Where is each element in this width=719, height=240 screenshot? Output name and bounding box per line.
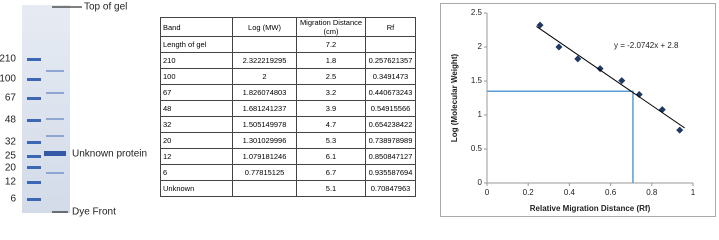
- page: Top of gel Unknown protein Dye Front Log…: [0, 1, 716, 218]
- table-row: 100 2 2.5 0.3491473: [160, 68, 416, 85]
- table-cell: 0.54915566: [365, 100, 416, 117]
- point: [555, 43, 563, 51]
- ladder-label: 6: [10, 194, 16, 205]
- table-cell: [232, 180, 297, 197]
- table-cell: Band: [160, 17, 233, 37]
- table-row: 32 1.505149978 4.7 0.654238422: [160, 116, 416, 133]
- ladder-label: 100: [0, 74, 16, 85]
- table-cell: 0.3491473: [365, 68, 416, 85]
- table-cell: Length of gel: [160, 36, 233, 53]
- table-cell: 0.738978989: [365, 132, 416, 149]
- point: [536, 21, 544, 29]
- ladder-label: 210: [0, 54, 16, 65]
- table-cell: 67: [160, 84, 233, 101]
- table-cell: 0.70847963: [365, 180, 416, 197]
- figure: Top of gel Unknown protein Dye Front Log…: [0, 2, 716, 218]
- table-row: 6 0.77815125 6.7 0.935587694: [160, 164, 416, 181]
- gel-annotation: Dye Front: [72, 207, 116, 218]
- ladder-label: 12: [5, 177, 17, 188]
- table-cell: 1.826074803: [232, 84, 297, 101]
- y-axis-label: Log (Molecular Weight): [450, 54, 459, 143]
- point: [635, 91, 643, 99]
- table-cell: 0.440673243: [365, 84, 416, 101]
- ladder-bands: [27, 58, 41, 201]
- table-cell: 1.505149978: [232, 116, 297, 133]
- table-cell: 100: [160, 68, 233, 85]
- ladder-label: 48: [5, 115, 17, 126]
- gel: [22, 5, 70, 213]
- table-cell: 1.8: [296, 52, 366, 69]
- table-cell: Migration Distance (cm): [296, 17, 366, 37]
- x-axis-label: Relative Migration Distance (Rf): [530, 204, 651, 213]
- table-cell: 0.654238422: [365, 116, 416, 133]
- table-cell: 1.301029996: [232, 132, 297, 149]
- table-cell: 0.850847127: [365, 148, 416, 165]
- x-tick-label: 0.6: [605, 188, 617, 197]
- table-cell: 6.1: [296, 148, 366, 165]
- table-cell: 3.9: [296, 100, 366, 117]
- table-cell: 1.079181246: [232, 148, 297, 165]
- x-tick-label: 0: [485, 188, 490, 197]
- table-cell: 7.2: [296, 36, 366, 53]
- point: [574, 55, 582, 63]
- table-cell: Log (MW): [232, 17, 297, 37]
- x-tick-label: 0.2: [523, 188, 535, 197]
- table-cell: 6.7: [296, 164, 366, 181]
- ladder-label: 25: [5, 151, 17, 162]
- table-cell: 0.935587694: [365, 164, 416, 181]
- trendline-label: y = -2.0742x + 2.8: [614, 41, 679, 50]
- table-cell: [232, 36, 297, 53]
- table-row: 12 1.079181246 6.1 0.850847127: [160, 148, 416, 165]
- y-tick-label: 2: [478, 42, 483, 51]
- table-row: 210 2.322219295 1.8 0.257621357: [160, 52, 416, 69]
- y-tick-label: 0: [478, 178, 483, 187]
- guide-line: [487, 90, 634, 183]
- table-cell: 6: [160, 164, 233, 181]
- ladder-label: 20: [5, 163, 17, 174]
- gel-annotation: Top of gel: [84, 2, 127, 13]
- point: [676, 126, 684, 134]
- gel-annotation: Unknown protein: [72, 149, 147, 160]
- x-tick-label: 0.4: [564, 188, 576, 197]
- table-cell: Rf: [365, 17, 416, 37]
- table-row: 48 1.681241237 3.9 0.54915566: [160, 100, 416, 117]
- data-table: Band Log (MW) Migration Distance (cm) Rf Len…: [160, 17, 416, 197]
- y-tick-label: 2.5: [471, 8, 483, 17]
- table-cell: [365, 36, 416, 53]
- table-row: Band Log (MW) Migration Distance (cm) Rf: [160, 17, 416, 37]
- y-tick-label: 1: [478, 110, 483, 119]
- table-cell: 3.2: [296, 84, 366, 101]
- chart-frame: [440, 3, 716, 217]
- table-cell: 210: [160, 52, 233, 69]
- table-cell: 4.7: [296, 116, 366, 133]
- x-tick-label: 1: [691, 188, 696, 197]
- table-cell: 2: [232, 68, 297, 85]
- table-cell: 1.681241237: [232, 100, 297, 117]
- sample-bands: [46, 70, 64, 174]
- ladder-label: 32: [5, 137, 17, 148]
- ladder-label: 67: [5, 93, 17, 104]
- table-cell: 2.5: [296, 68, 366, 85]
- table-cell: 32: [160, 116, 233, 133]
- table-cell: 48: [160, 100, 233, 117]
- table-cell: 2.322219295: [232, 52, 297, 69]
- trendline: [536, 26, 686, 129]
- table-row: Length of gel 7.2: [160, 36, 416, 53]
- y-tick-label: 0.5: [471, 144, 483, 153]
- table-cell: 5.3: [296, 132, 366, 149]
- point: [618, 77, 626, 85]
- x-tick-label: 0.8: [646, 188, 658, 197]
- table-row: Unknown 5.1 0.70847963: [160, 180, 416, 197]
- table-row: 20 1.301029996 5.3 0.738978989: [160, 132, 416, 149]
- table-cell: 20: [160, 132, 233, 149]
- table-cell: Unknown: [160, 180, 233, 197]
- point: [596, 65, 604, 73]
- table-cell: 5.1: [296, 180, 366, 197]
- table-cell: 12: [160, 148, 233, 165]
- unknown-band: [44, 151, 66, 156]
- table-cell: 0.77815125: [232, 164, 297, 181]
- table-row: 67 1.826074803 3.2 0.440673243: [160, 84, 416, 101]
- table-cell: 0.257621357: [365, 52, 416, 69]
- y-tick-label: 1.5: [471, 76, 483, 85]
